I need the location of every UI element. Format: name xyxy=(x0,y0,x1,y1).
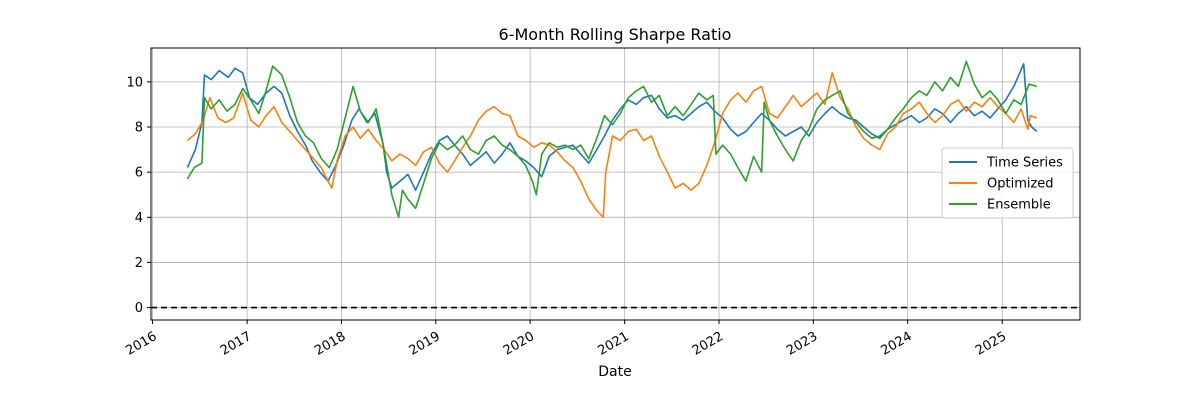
legend-items: Time Series Optimized Ensemble xyxy=(949,156,1063,213)
legend-label: Optimized xyxy=(987,177,1054,192)
y-tick-label: 6 xyxy=(135,166,143,181)
y-tick-label: 8 xyxy=(135,121,143,136)
legend-label: Time Series xyxy=(986,156,1063,171)
series-lines xyxy=(186,60,1038,219)
y-tick-label: 0 xyxy=(135,301,143,316)
plot-area-frame xyxy=(150,47,1081,321)
chart-title: 6-Month Rolling Sharpe Ratio xyxy=(499,25,732,44)
grid-lines xyxy=(151,48,1080,320)
legend-box xyxy=(941,147,1074,219)
x-axis-label: Date xyxy=(598,364,631,380)
series-line-time-series xyxy=(186,62,1038,191)
legend-label: Ensemble xyxy=(987,198,1051,213)
y-tick-label: 4 xyxy=(135,211,143,226)
series-line-optimized xyxy=(186,72,1038,219)
y-tick-label: 10 xyxy=(126,75,143,90)
legend: Time Series Optimized Ensemble xyxy=(941,147,1074,219)
series-line-ensemble xyxy=(186,60,1038,219)
y-tick-label: 2 xyxy=(135,256,143,271)
